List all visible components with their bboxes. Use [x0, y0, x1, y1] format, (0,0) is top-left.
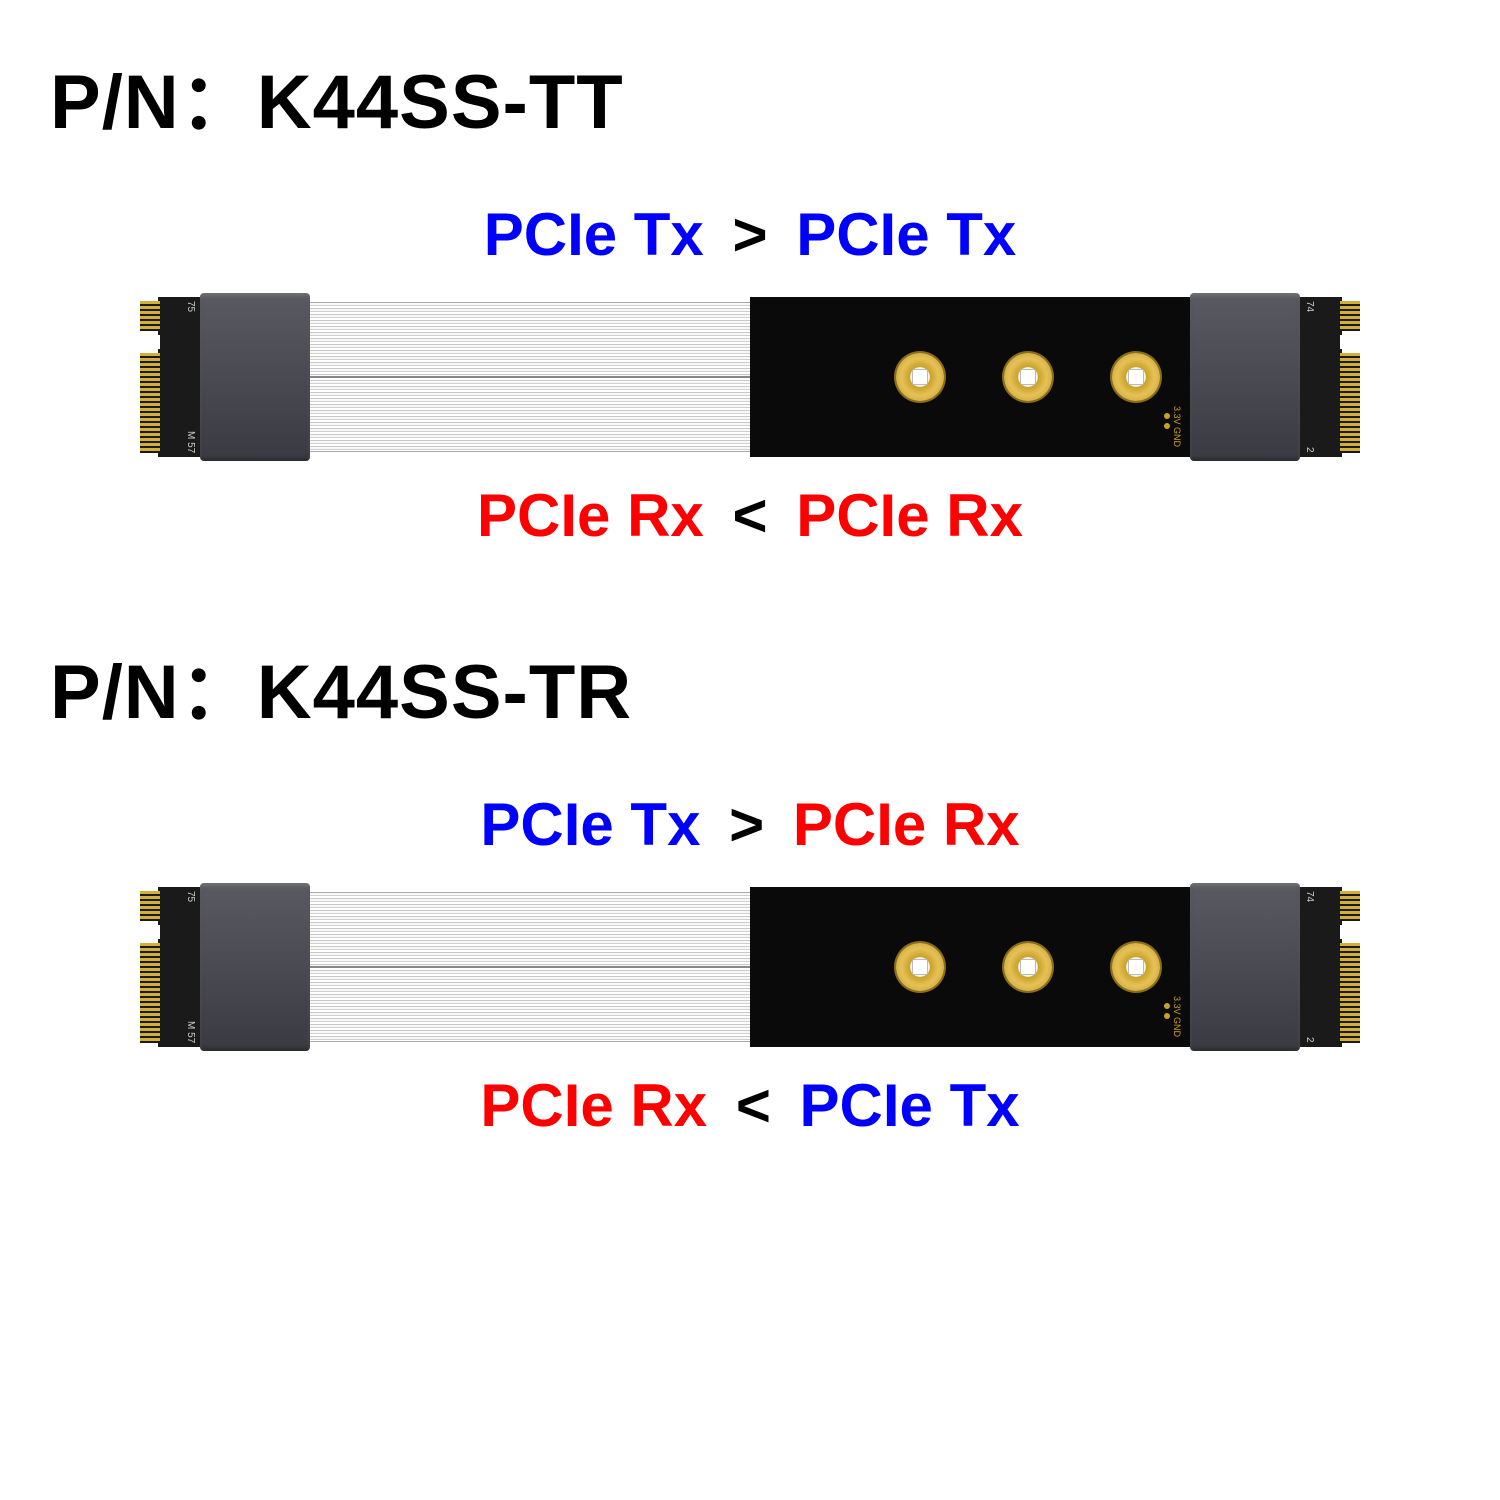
bottom-arrow: < [724, 1072, 783, 1139]
m2-notch-icon [140, 335, 160, 349]
top-right-signal: PCIe Rx [793, 791, 1020, 858]
pin-label: 75 [185, 891, 196, 902]
gold-fingers-icon [140, 891, 160, 921]
pin-label: M 57 [185, 431, 196, 453]
top-signal-2: PCIe Tx > PCIe Rx [50, 790, 1450, 859]
gold-fingers-icon [1340, 353, 1360, 453]
product-block-1: P/N：K44SS-TT PCIe Tx > PCIe Tx 75 M 57 3… [50, 40, 1450, 550]
gold-fingers-icon [140, 301, 160, 331]
part-number-1: P/N：K44SS-TT [50, 40, 1450, 150]
top-left-signal: PCIe Tx [480, 791, 700, 858]
pn-value: K44SS-TR [257, 650, 632, 735]
bottom-signal-1: PCIe Rx < PCIe Rx [50, 481, 1450, 550]
m2-connector-left: 75 M 57 [158, 297, 200, 457]
screw-hole-icon [1112, 943, 1160, 991]
pcb-marking: 3.3V GND [1172, 996, 1182, 1037]
top-left-signal: PCIe Tx [484, 201, 704, 268]
screw-hole-icon [1004, 943, 1052, 991]
gold-fingers-icon [140, 943, 160, 1043]
ribbon-cable [310, 302, 750, 452]
m2-pcb-left: 75 M 57 [158, 297, 200, 457]
gold-fingers-icon [140, 353, 160, 453]
black-pcb: 3.3V GND [750, 887, 1190, 1047]
part-number-2: P/N：K44SS-TR [50, 630, 1450, 740]
m2-connector-right: 74 2 [1300, 297, 1342, 457]
screw-hole-icon [1004, 353, 1052, 401]
m2-pcb-right: 74 2 [1300, 887, 1342, 1047]
housing-left [200, 293, 310, 461]
pin-label: M 57 [185, 1021, 196, 1043]
gold-fingers-icon [1340, 301, 1360, 331]
housing-right [1190, 883, 1300, 1051]
pin-label: 74 [1304, 301, 1315, 312]
gold-fingers-icon [1340, 891, 1360, 921]
screw-hole-icon [896, 353, 944, 401]
pin-label: 75 [185, 301, 196, 312]
gold-fingers-icon [1340, 943, 1360, 1043]
bottom-left-signal: PCIe Rx [477, 482, 704, 549]
m2-pcb-right: 74 2 [1300, 297, 1342, 457]
pcb-marking: 3.3V GND [1172, 406, 1182, 447]
product-block-2: P/N：K44SS-TR PCIe Tx > PCIe Rx 75 M 57 3… [50, 630, 1450, 1140]
screw-hole-icon [896, 943, 944, 991]
top-arrow: > [720, 201, 779, 268]
bottom-signal-2: PCIe Rx < PCIe Tx [50, 1071, 1450, 1140]
cable-assembly-2: 75 M 57 3.3V GND 74 2 [50, 877, 1450, 1057]
solder-pads-icon [1164, 413, 1170, 429]
top-arrow: > [717, 791, 776, 858]
housing-right [1190, 293, 1300, 461]
cable-assembly-1: 75 M 57 3.3V GND 74 2 [50, 287, 1450, 467]
bottom-right-signal: PCIe Tx [800, 1072, 1020, 1139]
pin-label: 2 [1304, 447, 1315, 453]
top-signal-1: PCIe Tx > PCIe Tx [50, 200, 1450, 269]
bottom-arrow: < [720, 482, 779, 549]
pn-label: P/N： [50, 60, 257, 145]
black-pcb: 3.3V GND [750, 297, 1190, 457]
m2-notch-icon [1340, 925, 1360, 939]
bottom-right-signal: PCIe Rx [796, 482, 1023, 549]
ribbon-cable [310, 892, 750, 1042]
pin-label: 2 [1304, 1037, 1315, 1043]
top-right-signal: PCIe Tx [796, 201, 1016, 268]
m2-pcb-left: 75 M 57 [158, 887, 200, 1047]
screw-hole-icon [1112, 353, 1160, 401]
pin-label: 74 [1304, 891, 1315, 902]
pn-value: K44SS-TT [257, 60, 624, 145]
m2-connector-left: 75 M 57 [158, 887, 200, 1047]
pn-label: P/N： [50, 650, 257, 735]
solder-pads-icon [1164, 1003, 1170, 1019]
housing-left [200, 883, 310, 1051]
m2-connector-right: 74 2 [1300, 887, 1342, 1047]
m2-notch-icon [140, 925, 160, 939]
m2-notch-icon [1340, 335, 1360, 349]
bottom-left-signal: PCIe Rx [480, 1072, 707, 1139]
